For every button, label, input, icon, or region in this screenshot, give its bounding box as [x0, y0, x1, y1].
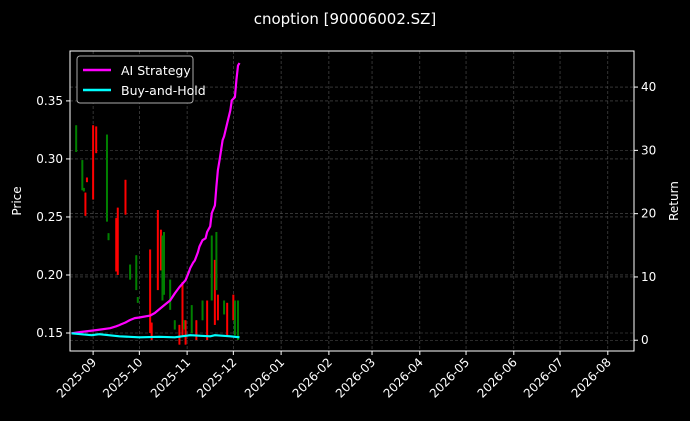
- y-axis-left-label: Price: [10, 186, 24, 215]
- series-line-buy-and-hold: [71, 332, 240, 339]
- candle-body: [161, 235, 164, 301]
- candle-body: [149, 249, 152, 334]
- candle-body: [226, 302, 229, 336]
- candle-body: [95, 126, 98, 154]
- candle-body: [236, 300, 239, 340]
- candle-body: [206, 300, 209, 340]
- x-axis: 2025-09 2025-10 2025-11 2025-12 2026-01 2026-…: [54, 351, 614, 401]
- y-axis-left: 0.15 0.20 0.25 0.30 0.35: [36, 94, 70, 340]
- candle-body: [150, 322, 153, 340]
- x-tick-label: 2026-02: [290, 355, 335, 400]
- y-right-tick-label: 20: [641, 207, 656, 221]
- y-right-tick-label: 0: [641, 333, 649, 347]
- y-right-tick-label: 10: [641, 270, 656, 284]
- x-tick-label: 2025-10: [100, 355, 145, 400]
- candle-body: [210, 235, 213, 301]
- candle-body: [129, 264, 132, 280]
- candle-body: [116, 207, 119, 275]
- candle-body: [115, 218, 118, 272]
- y-left-tick-label: 0.30: [36, 152, 63, 166]
- y-axis-right: 0 10 20 30 40: [634, 80, 656, 347]
- x-tick-label: 2026-04: [381, 355, 426, 400]
- legend-label-ai-strategy: AI Strategy: [121, 63, 191, 78]
- y-axis-right-label: Return: [667, 181, 681, 221]
- y-left-tick-label: 0.20: [36, 268, 63, 282]
- candle-body: [213, 259, 216, 325]
- candle-body: [82, 187, 85, 192]
- candle-body: [135, 255, 138, 291]
- candle-body: [85, 177, 88, 183]
- candle-body: [178, 324, 181, 345]
- x-tick-label: 2025-09: [54, 355, 99, 400]
- candle-body: [163, 232, 165, 295]
- candles: [75, 125, 239, 345]
- candle-body: [159, 229, 162, 271]
- candle-body: [216, 294, 219, 321]
- candle-body: [184, 320, 187, 345]
- candle-body: [75, 125, 78, 152]
- candle-body: [169, 279, 172, 310]
- candle-body: [181, 281, 184, 336]
- y-left-tick-label: 0.15: [36, 326, 63, 340]
- x-tick-label: 2026-08: [569, 355, 614, 400]
- candle-body: [84, 192, 87, 216]
- candle-body: [232, 294, 235, 321]
- candle-body: [201, 300, 204, 321]
- y-right-tick-label: 40: [641, 80, 656, 94]
- grid: [70, 51, 634, 351]
- legend-label-buy-and-hold: Buy-and-Hold: [121, 83, 206, 98]
- x-tick-label: 2025-12: [194, 355, 239, 400]
- x-tick-label: 2026-03: [333, 355, 378, 400]
- x-tick-label: 2026-06: [475, 355, 520, 400]
- x-tick-label: 2025-11: [148, 355, 193, 400]
- candle-body: [183, 320, 186, 330]
- chart-title: cnoption [90006002.SZ]: [254, 10, 437, 28]
- candle-body: [233, 300, 236, 336]
- candle-body: [105, 134, 108, 222]
- candle-body: [173, 320, 176, 330]
- y-left-tick-label: 0.25: [36, 210, 63, 224]
- candle-body: [81, 160, 84, 191]
- return-lines: [71, 62, 241, 339]
- candle-body: [92, 125, 95, 200]
- candle-body: [107, 233, 110, 241]
- candle-body: [223, 300, 226, 315]
- legend: AI Strategy Buy-and-Hold: [76, 55, 206, 104]
- candle-body: [136, 297, 139, 303]
- y-right-tick-label: 30: [641, 143, 656, 157]
- candle-body: [156, 209, 159, 291]
- candle-body: [124, 179, 127, 215]
- candle-body: [190, 305, 193, 334]
- series-line-ai-strategy: [71, 62, 241, 335]
- x-tick-label: 2026-05: [427, 355, 472, 400]
- candle-body: [215, 232, 218, 291]
- x-tick-label: 2026-01: [242, 355, 287, 400]
- plot-frame: [69, 50, 635, 352]
- y-left-tick-label: 0.35: [36, 94, 63, 108]
- x-tick-label: 2026-07: [521, 355, 566, 400]
- candle-body: [195, 320, 198, 340]
